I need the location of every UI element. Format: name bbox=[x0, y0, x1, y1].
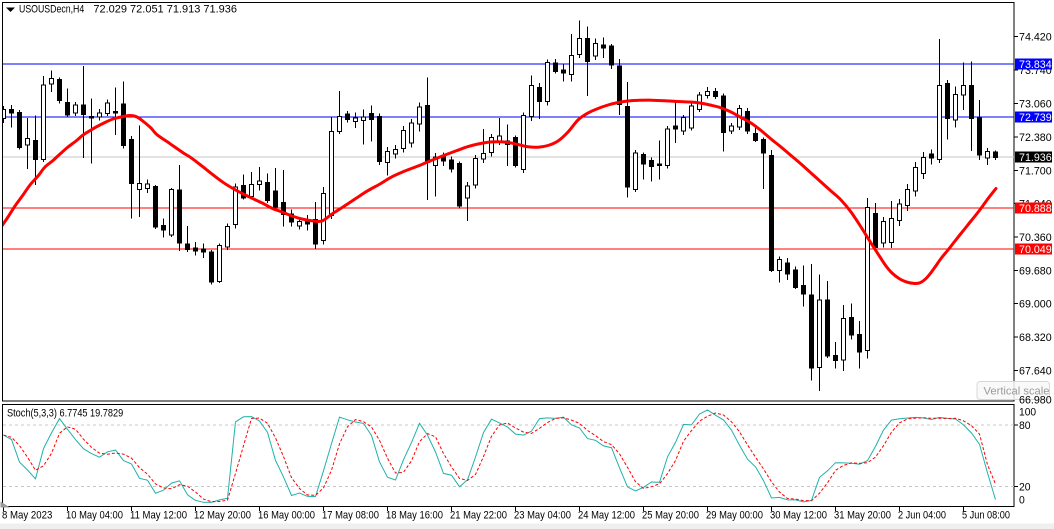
svg-text:Vertical scale: Vertical scale bbox=[984, 386, 1050, 398]
svg-text:5 Jun 08:00: 5 Jun 08:00 bbox=[962, 510, 1010, 522]
svg-text:73.060: 73.060 bbox=[1019, 98, 1052, 110]
svg-text:16 May 00:00: 16 May 00:00 bbox=[258, 510, 315, 522]
svg-text:71.700: 71.700 bbox=[1019, 165, 1052, 177]
svg-text:12 May 20:00: 12 May 20:00 bbox=[194, 510, 251, 522]
svg-text:68.320: 68.320 bbox=[1019, 332, 1052, 344]
svg-text:2 Jun 04:00: 2 Jun 04:00 bbox=[898, 510, 946, 522]
svg-text:72.739: 72.739 bbox=[1019, 112, 1052, 124]
svg-text:17 May 08:00: 17 May 08:00 bbox=[322, 510, 379, 522]
svg-text:72.380: 72.380 bbox=[1019, 132, 1052, 144]
svg-text:Stoch(5,3,3) 6.7745 19.7829: Stoch(5,3,3) 6.7745 19.7829 bbox=[7, 408, 123, 420]
svg-text:23 May 04:00: 23 May 04:00 bbox=[514, 510, 571, 522]
svg-text:66.980: 66.980 bbox=[1019, 394, 1052, 406]
svg-text:24 May 12:00: 24 May 12:00 bbox=[578, 510, 635, 522]
svg-text:100: 100 bbox=[1019, 406, 1036, 418]
svg-text:21 May 22:00: 21 May 22:00 bbox=[450, 510, 507, 522]
svg-text:69.680: 69.680 bbox=[1019, 265, 1052, 277]
svg-text:20: 20 bbox=[1019, 481, 1031, 493]
svg-text:31 May 20:00: 31 May 20:00 bbox=[834, 510, 891, 522]
svg-text:10 May 04:00: 10 May 04:00 bbox=[66, 510, 123, 522]
svg-text:67.640: 67.640 bbox=[1019, 365, 1052, 377]
svg-text:80: 80 bbox=[1019, 420, 1031, 432]
svg-text:30 May 12:00: 30 May 12:00 bbox=[770, 510, 827, 522]
svg-text:8 May 2023: 8 May 2023 bbox=[2, 510, 52, 522]
svg-text:29 May 00:00: 29 May 00:00 bbox=[706, 510, 763, 522]
svg-text:18 May 16:00: 18 May 16:00 bbox=[386, 510, 443, 522]
svg-text:USOUSDecn,H4: USOUSDecn,H4 bbox=[19, 4, 84, 16]
svg-text:70.049: 70.049 bbox=[1019, 244, 1052, 256]
svg-text:71.936: 71.936 bbox=[1019, 152, 1052, 164]
svg-text:0: 0 bbox=[1019, 495, 1025, 507]
svg-text:74.420: 74.420 bbox=[1019, 31, 1052, 43]
svg-text:70.888: 70.888 bbox=[1019, 203, 1052, 215]
svg-text:25 May 20:00: 25 May 20:00 bbox=[642, 510, 699, 522]
svg-text:11 May 12:00: 11 May 12:00 bbox=[130, 510, 187, 522]
svg-text:69.000: 69.000 bbox=[1019, 299, 1052, 311]
svg-text:73.834: 73.834 bbox=[1019, 59, 1052, 71]
svg-text:70.360: 70.360 bbox=[1019, 232, 1052, 244]
svg-text:72.029 72.051 71.913 71.936: 72.029 72.051 71.913 71.936 bbox=[93, 4, 237, 16]
